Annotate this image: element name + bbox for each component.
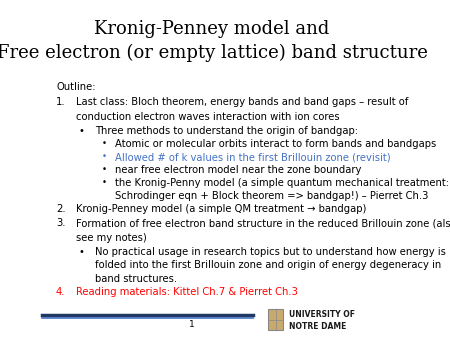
Text: •: • (102, 152, 107, 161)
Text: folded into the first Brillouin zone and origin of energy degeneracy in: folded into the first Brillouin zone and… (95, 261, 441, 270)
Text: 3.: 3. (56, 218, 66, 228)
Text: •: • (102, 139, 107, 148)
Text: see my notes): see my notes) (76, 233, 147, 243)
Text: •: • (78, 126, 84, 136)
Text: near free electron model near the zone boundary: near free electron model near the zone b… (115, 165, 362, 175)
Text: conduction electron waves interaction with ion cores: conduction electron waves interaction wi… (76, 112, 340, 122)
Text: 2.: 2. (56, 204, 66, 214)
Text: Kronig-Penney model (a simple QM treatment → bandgap): Kronig-Penney model (a simple QM treatme… (76, 204, 367, 214)
Text: Three methods to understand the origin of bandgap:: Three methods to understand the origin o… (95, 126, 358, 136)
Text: Reading materials: Kittel Ch.7 & Pierret Ch.3: Reading materials: Kittel Ch.7 & Pierret… (76, 287, 298, 297)
Text: Atomic or molecular orbits interact to form bands and bandgaps: Atomic or molecular orbits interact to f… (115, 139, 436, 149)
Text: No practical usage in research topics but to understand how energy is: No practical usage in research topics bu… (95, 247, 446, 257)
Text: Schrodinger eqn + Block theorem => bandgap!) – Pierret Ch.3: Schrodinger eqn + Block theorem => bandg… (115, 191, 429, 201)
Text: band structures.: band structures. (95, 274, 177, 284)
FancyBboxPatch shape (269, 309, 284, 331)
Text: 1.: 1. (56, 97, 66, 107)
Text: Formation of free electron band structure in the reduced Brillouin zone (also: Formation of free electron band structur… (76, 218, 450, 228)
Text: Allowed # of k values in the first Brillouin zone (revisit): Allowed # of k values in the first Brill… (115, 152, 391, 162)
Text: •: • (78, 247, 84, 257)
Text: Outline:: Outline: (56, 82, 95, 92)
Text: Last class: Bloch theorem, energy bands and band gaps – result of: Last class: Bloch theorem, energy bands … (76, 97, 409, 107)
Text: •: • (102, 165, 107, 174)
Text: Kronig-Penney model and
Free electron (or empty lattice) band structure: Kronig-Penney model and Free electron (o… (0, 20, 428, 62)
Text: the Kronig-Penny model (a simple quantum mechanical treatment:: the Kronig-Penny model (a simple quantum… (115, 178, 450, 188)
Text: 4.: 4. (56, 287, 66, 297)
Text: UNIVERSITY OF
NOTRE DAME: UNIVERSITY OF NOTRE DAME (288, 310, 355, 331)
Text: 1: 1 (189, 320, 195, 329)
Text: •: • (102, 178, 107, 187)
